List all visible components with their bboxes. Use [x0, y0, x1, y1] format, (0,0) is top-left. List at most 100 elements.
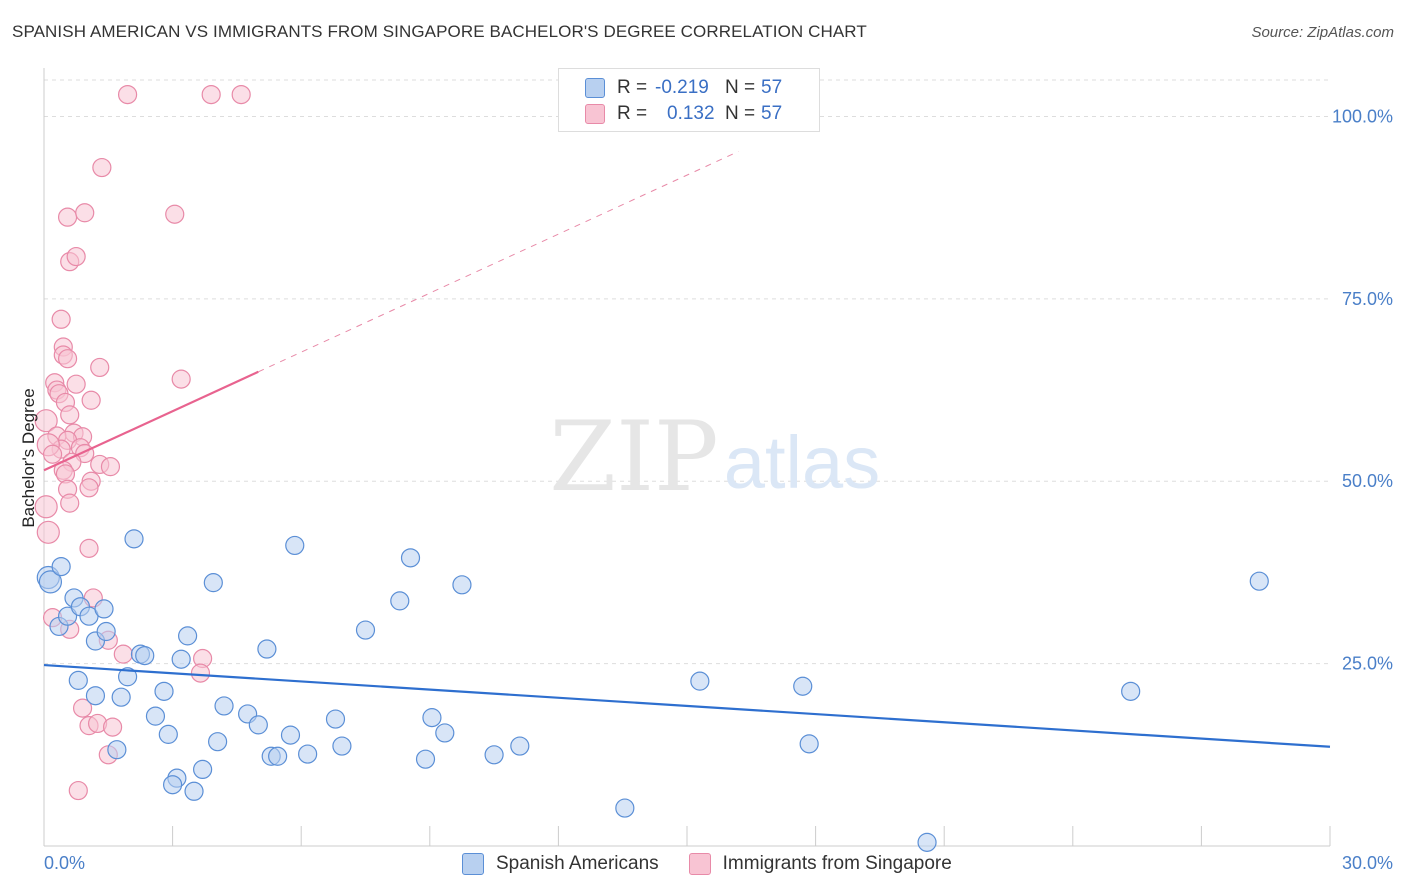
legend-label: Immigrants from Singapore [722, 853, 952, 874]
data-point [355, 620, 376, 640]
watermark-atlas: atlas [724, 421, 880, 504]
data-point [117, 84, 138, 105]
y-tick-label: 25.0% [1342, 654, 1393, 674]
data-point [203, 573, 223, 593]
data-point [72, 698, 93, 718]
r-label: R = [617, 103, 648, 124]
n-value: 57 [761, 77, 783, 98]
data-point [36, 520, 60, 544]
y-axis-title: Bachelor's Degree [19, 388, 38, 527]
data-point [94, 599, 114, 619]
y-tick-label: 75.0% [1342, 289, 1393, 309]
data-point [248, 715, 268, 735]
data-point [34, 495, 58, 519]
data-point [90, 357, 110, 378]
series-legend: Spanish Americans Immigrants from Singap… [462, 851, 982, 877]
trend-line-singapore-extrapolated [258, 151, 739, 373]
data-point [163, 775, 183, 795]
data-point [57, 349, 78, 369]
blue-points [36, 529, 1269, 852]
data-point [332, 736, 352, 756]
axis-labels: 25.0% 50.0% 75.0% 100.0% 0.0% 30.0% Bachelor's… [19, 106, 1393, 873]
data-point [178, 626, 198, 646]
data-point [68, 780, 88, 801]
data-point [34, 409, 58, 433]
data-point [68, 670, 88, 690]
pink-swatch [585, 104, 605, 124]
data-point [79, 478, 99, 498]
stats-row-singapore: R = 0.132 N = 57 [585, 102, 782, 126]
watermark: ZIP atlas [549, 401, 880, 513]
y-tick-label: 50.0% [1342, 471, 1393, 491]
n-label: N = [725, 77, 756, 98]
data-point [484, 745, 504, 765]
data-point [285, 535, 305, 556]
data-point [190, 663, 211, 683]
source-label: Source: ZipAtlas.com [1251, 24, 1394, 41]
data-point [193, 759, 213, 780]
data-point [165, 204, 185, 224]
x-tick-label: 30.0% [1342, 853, 1393, 873]
n-label: N = [725, 103, 756, 124]
legend-item-singapore[interactable]: Immigrants from Singapore [688, 853, 952, 875]
legend-item-spanish-americans[interactable]: Spanish Americans [462, 853, 659, 875]
chart-title: SPANISH AMERICAN VS IMMIGRANTS FROM SING… [12, 22, 867, 41]
data-point [1249, 571, 1269, 591]
data-point [158, 724, 178, 744]
data-point [154, 681, 174, 701]
data-point [280, 725, 301, 745]
trend-line-singapore [43, 370, 259, 472]
r-value: -0.219 [655, 77, 709, 98]
trend-lines [43, 151, 1331, 748]
data-point [38, 570, 63, 594]
stats-legend: R = -0.219 N = 57 R = 0.132 N = 57 [558, 68, 820, 132]
data-point [102, 717, 123, 737]
data-point [231, 84, 251, 105]
data-point [325, 709, 346, 729]
data-point [100, 457, 121, 477]
data-point [51, 556, 71, 577]
data-point [452, 575, 472, 595]
r-value: 0.132 [667, 103, 715, 124]
data-point [415, 749, 436, 769]
grid [44, 79, 1330, 665]
data-point [171, 369, 191, 389]
data-point [214, 696, 234, 716]
data-point [124, 529, 144, 549]
data-point [111, 687, 131, 707]
data-point [171, 649, 191, 669]
legend-label: Spanish Americans [496, 853, 659, 874]
data-point [107, 740, 127, 760]
data-point [96, 621, 116, 642]
data-point [201, 84, 221, 105]
data-point [113, 644, 133, 664]
data-point [92, 157, 112, 178]
data-point [184, 781, 204, 801]
data-point [57, 606, 78, 626]
data-point [208, 732, 228, 752]
data-point [435, 723, 455, 743]
x-tick-label: 0.0% [44, 853, 85, 873]
data-point [298, 744, 318, 764]
pink-swatch [688, 853, 711, 875]
data-point [390, 591, 410, 611]
data-point [690, 671, 710, 691]
data-point [400, 548, 421, 568]
data-point [917, 832, 937, 852]
watermark-zip: ZIP [549, 401, 718, 513]
data-point [60, 405, 80, 425]
data-point [268, 746, 288, 766]
data-point [75, 203, 95, 223]
data-point [66, 246, 86, 267]
data-point [66, 374, 86, 394]
data-point [79, 538, 99, 558]
data-point [85, 686, 106, 706]
data-point [145, 706, 166, 726]
data-point [793, 676, 813, 696]
data-point [799, 734, 819, 754]
blue-swatch [585, 78, 605, 98]
data-point [42, 444, 63, 464]
data-point [60, 493, 80, 513]
pink-points [34, 84, 251, 801]
blue-swatch [462, 853, 484, 875]
